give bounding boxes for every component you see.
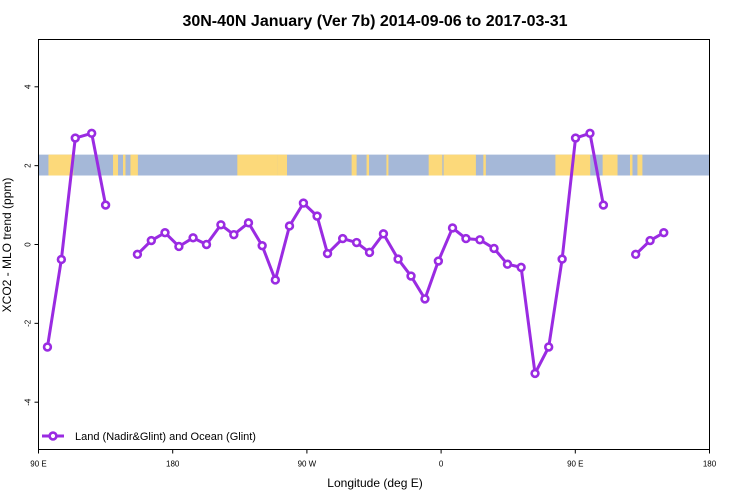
land-band — [443, 154, 476, 176]
data-point — [645, 235, 655, 246]
data-point — [557, 254, 567, 264]
data-point — [447, 223, 458, 233]
data-point — [298, 198, 309, 208]
data-point — [243, 218, 254, 228]
data-point — [393, 254, 403, 264]
data-point — [378, 229, 389, 239]
plot-frame — [38, 39, 710, 450]
chart-title: 30N-40N January (Ver 7b) 2014-09-06 to 2… — [182, 13, 567, 30]
land-ocean-strip — [38, 154, 710, 176]
data-point — [100, 200, 111, 210]
data-point — [132, 249, 143, 260]
data-point — [216, 220, 226, 230]
y-tick-label: -2 — [24, 319, 33, 327]
land-band — [366, 154, 370, 176]
y-tick-label: 4 — [24, 84, 33, 89]
land-band — [386, 154, 389, 176]
data-point — [56, 254, 67, 265]
x-tick-label: 180 — [703, 460, 717, 469]
y-tick-label: 0 — [24, 242, 33, 247]
data-point — [420, 294, 430, 304]
data-point — [174, 241, 184, 252]
data-point — [146, 235, 157, 246]
x-tick-label: 180 — [166, 460, 180, 469]
y-tick-label: -4 — [24, 398, 33, 406]
data-point — [502, 259, 513, 269]
x-tick-label: 90 E — [30, 460, 46, 469]
y-axis-label: XCO2 - MLO trend (ppm) — [0, 178, 14, 313]
land-band — [122, 154, 126, 176]
x-tick-label: 0 — [439, 460, 444, 469]
land-band — [428, 154, 443, 176]
x-axis: 90 E 180 90 W 0 90 E 180 — [30, 449, 717, 469]
y-axis: -4 -2 0 2 4 — [24, 84, 39, 406]
data-point — [598, 200, 609, 210]
data-series — [42, 128, 669, 379]
land-band — [130, 154, 138, 176]
data-point — [42, 342, 53, 352]
x-axis-label: Longitude (deg E) — [327, 476, 422, 490]
legend-label: Land (Nadir&Glint) and Ocean (Glint) — [75, 431, 256, 443]
data-point — [544, 342, 554, 352]
land-band — [602, 154, 618, 176]
data-point — [585, 128, 595, 139]
land-band — [637, 154, 643, 176]
land-band — [351, 154, 357, 176]
data-point — [337, 233, 348, 244]
data-point — [570, 133, 581, 143]
land-band — [483, 154, 486, 176]
legend-marker-swatch — [48, 431, 58, 441]
data-point — [461, 233, 471, 244]
data-point — [406, 271, 416, 281]
data-point — [312, 211, 322, 221]
data-point — [659, 227, 669, 238]
data-point — [516, 262, 526, 273]
data-point — [160, 227, 170, 238]
data-point — [364, 247, 375, 258]
data-point — [630, 249, 641, 260]
land-band — [48, 154, 74, 176]
y-tick-label: 2 — [24, 163, 33, 168]
data-point — [86, 128, 97, 139]
data-point — [270, 275, 281, 285]
data-point — [489, 243, 499, 254]
data-point — [70, 133, 80, 143]
x-tick-label: 90 E — [567, 460, 583, 469]
land-band — [629, 154, 633, 176]
data-point — [475, 235, 485, 245]
land-band — [237, 154, 278, 176]
data-point — [229, 229, 239, 240]
data-point — [284, 221, 295, 231]
data-point — [201, 239, 212, 250]
data-point — [257, 240, 267, 251]
data-point — [351, 237, 362, 248]
land-band — [277, 154, 288, 176]
data-point — [530, 368, 540, 379]
legend: Land (Nadir&Glint) and Ocean (Glint) — [42, 431, 256, 443]
ocean-band — [38, 154, 710, 176]
land-band — [113, 154, 119, 176]
data-point — [433, 256, 444, 266]
data-point — [188, 233, 198, 243]
x-tick-label: 90 W — [298, 460, 317, 469]
data-point — [322, 248, 333, 259]
